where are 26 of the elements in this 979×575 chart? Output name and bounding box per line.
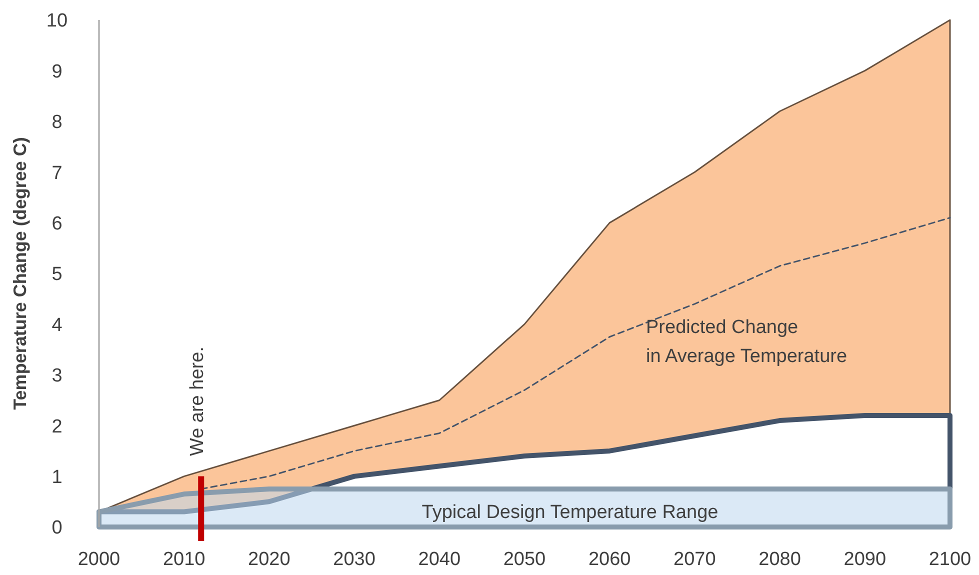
y-tick-label: 2 xyxy=(52,416,62,438)
x-tick-label: 2080 xyxy=(758,549,801,570)
y-tick-label: 4 xyxy=(52,314,63,336)
annotation: Typical Design Temperature Range xyxy=(422,502,718,523)
y-tick-label: 1 xyxy=(52,466,62,488)
x-tick-label: 2020 xyxy=(248,549,290,570)
x-tick-label: 2030 xyxy=(333,549,376,570)
y-tick-label: 5 xyxy=(52,264,62,286)
x-tick-label: 2010 xyxy=(162,549,206,570)
y-tick-label: 3 xyxy=(52,366,62,387)
x-tick-label: 2050 xyxy=(503,549,546,570)
y-tick-label: 10 xyxy=(46,10,68,32)
y-tick-label: 9 xyxy=(52,61,62,82)
x-tick-label: 2090 xyxy=(844,549,886,570)
y-tick-label: 7 xyxy=(52,162,62,184)
x-tick-label: 2000 xyxy=(78,549,120,570)
annotation: Predicted Change in Average Temperature xyxy=(646,317,848,367)
y-tick-label: 8 xyxy=(52,112,62,134)
ref-line-label: We are here. xyxy=(187,346,208,456)
x-tick-label: 2060 xyxy=(588,549,631,570)
x-tick-label: 2040 xyxy=(418,549,461,570)
y-axis-title: Temperature Change (degree C) xyxy=(10,137,30,410)
x-tick-label: 2100 xyxy=(928,549,972,570)
y-tick-label: 6 xyxy=(52,213,62,234)
x-tick-label: 2070 xyxy=(674,549,716,570)
y-tick-label: 0 xyxy=(52,518,62,539)
